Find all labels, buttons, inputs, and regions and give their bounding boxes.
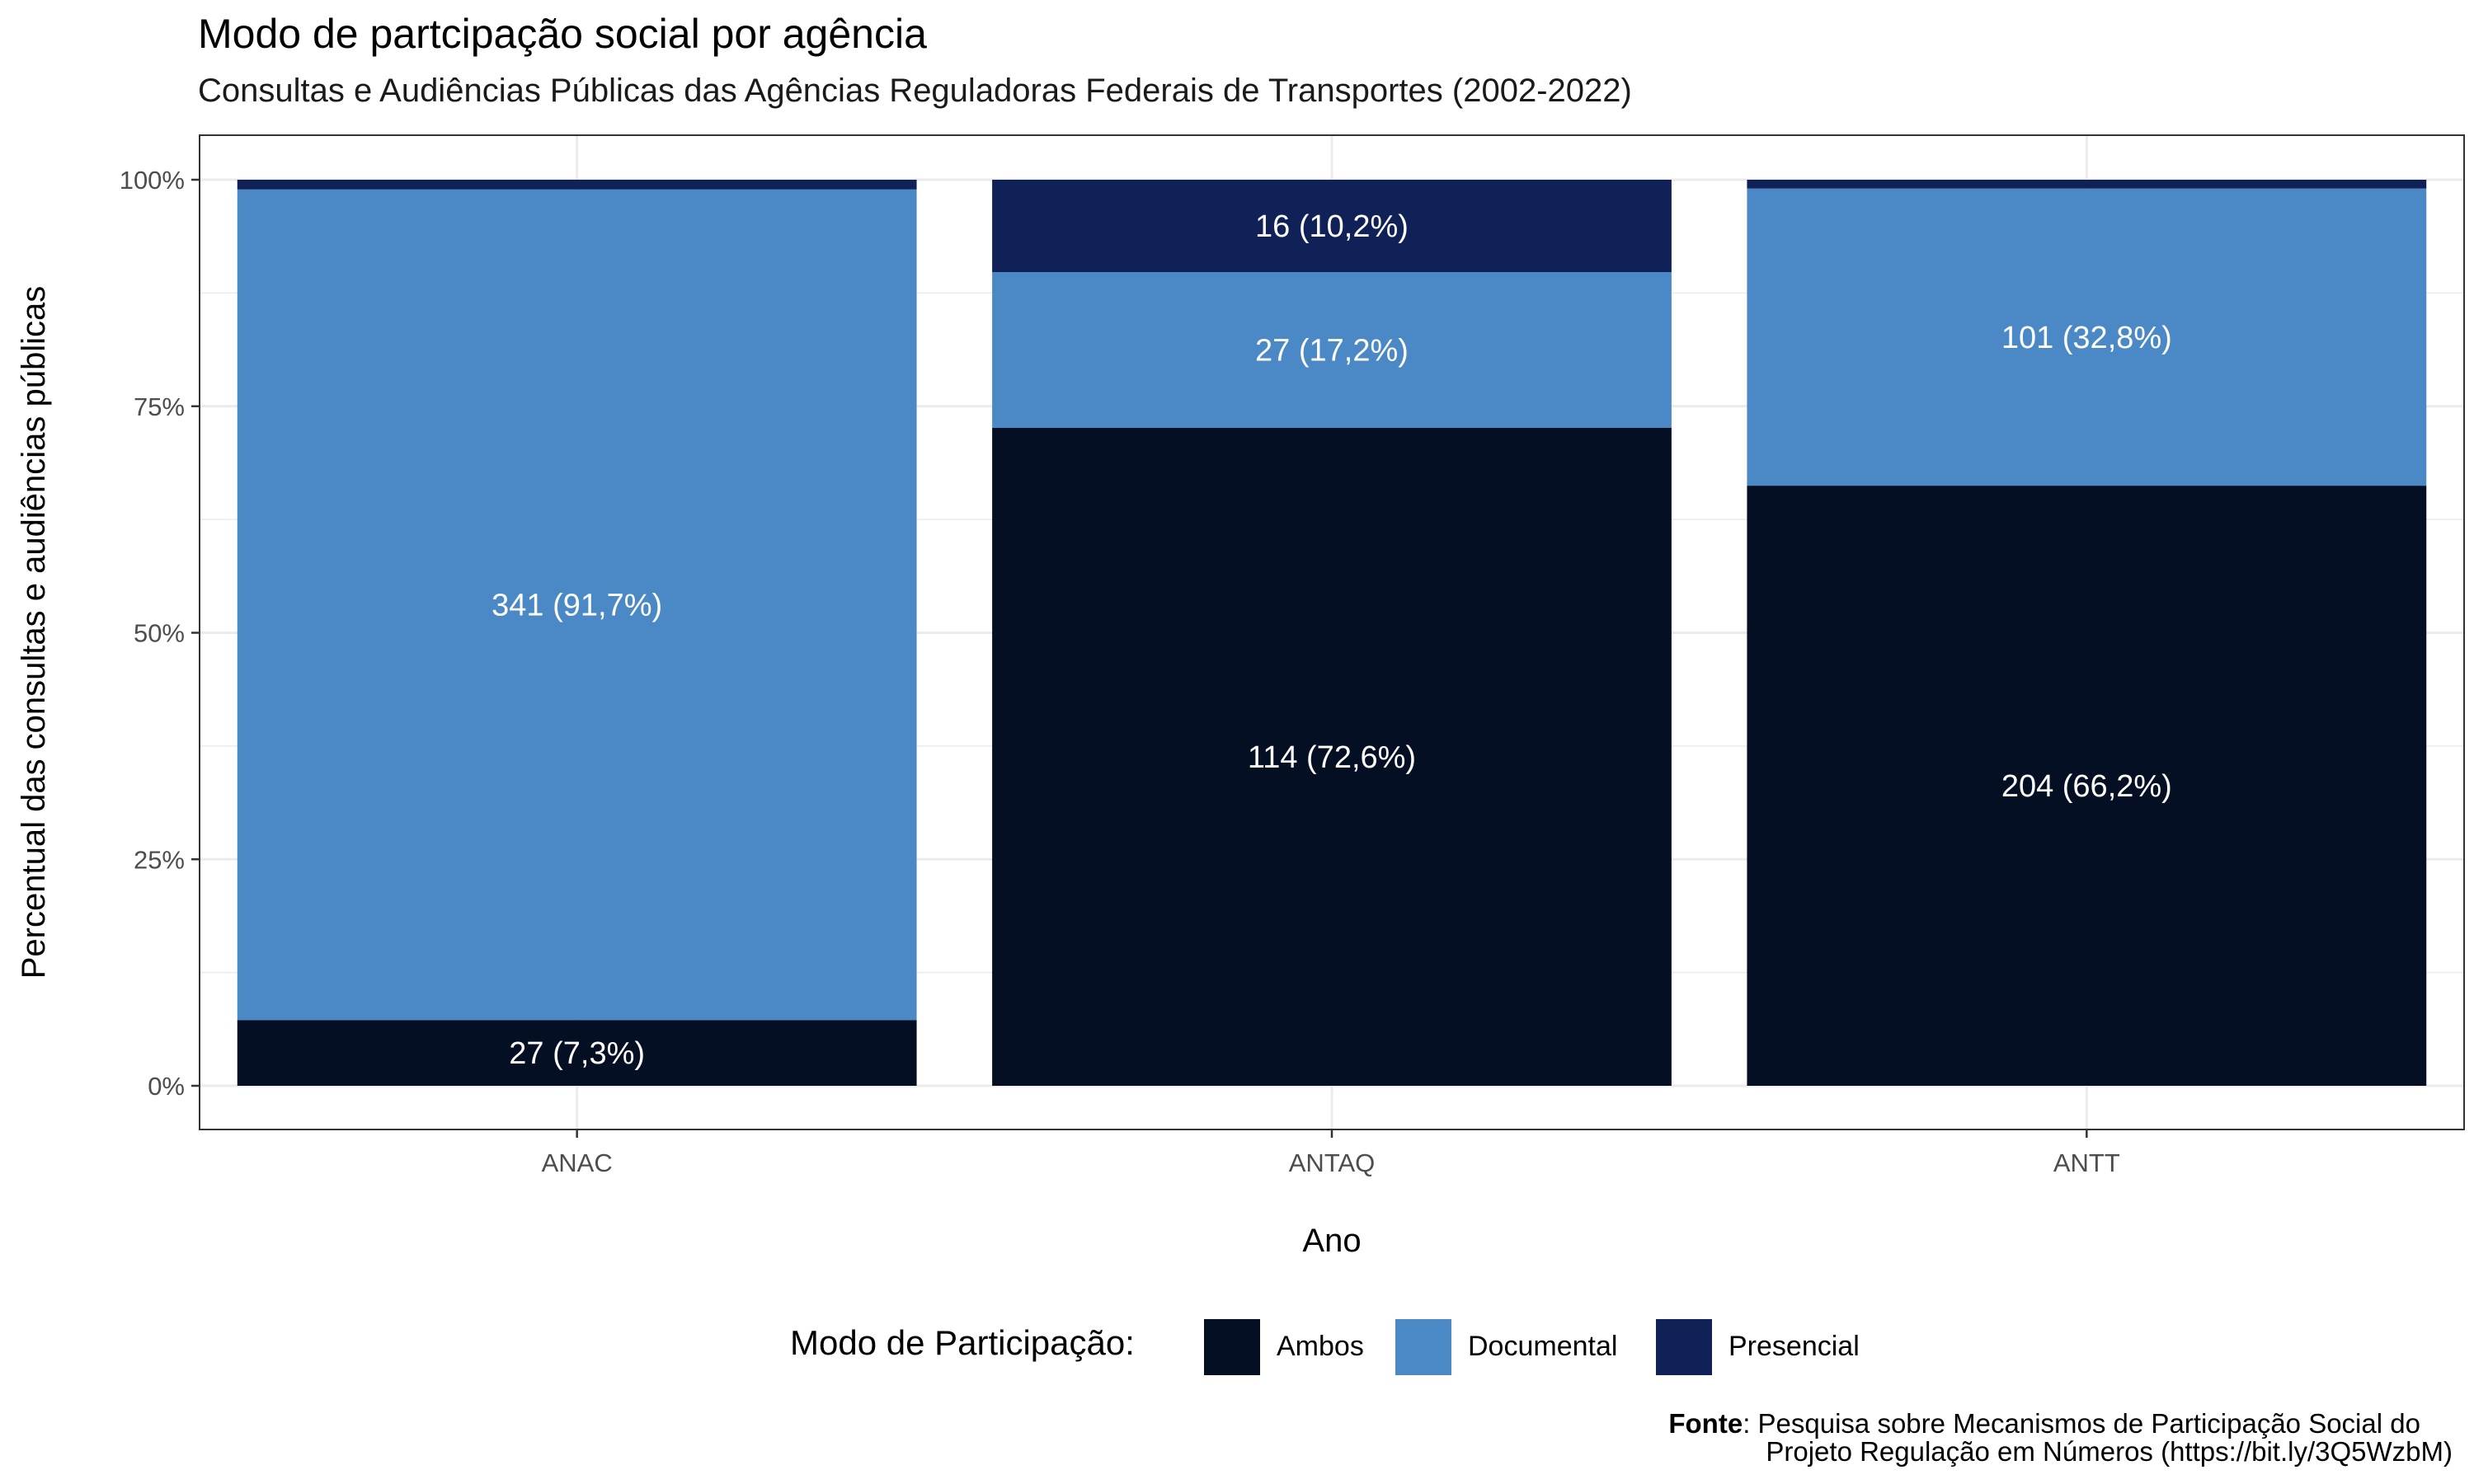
y-tick-label: 50% (134, 619, 185, 648)
legend-label-ambos: Ambos (1277, 1331, 1364, 1362)
x-tick-label: ANTT (2053, 1148, 2120, 1177)
bar-label: 341 (91,7%) (492, 589, 662, 623)
y-axis-title: Percentual das consultas e audiências pú… (16, 286, 52, 979)
bar-antaq-documental (992, 272, 1672, 428)
caption: Fonte: Pesquisa sobre Mecanismos de Part… (1668, 1410, 2453, 1466)
x-axis-title: Ano (1302, 1223, 1361, 1259)
bar-label: 101 (32,8%) (2001, 321, 2172, 355)
bar-label: 204 (66,2%) (2001, 769, 2172, 804)
bar-antaq-presencial (992, 180, 1672, 272)
bar-label: 16 (10,2%) (1255, 209, 1409, 244)
bar-anac-ambos (237, 1020, 917, 1086)
legend-swatch-ambos (1204, 1319, 1260, 1375)
bar-antt-ambos (1747, 486, 2427, 1086)
x-tick-label: ANTAQ (1289, 1148, 1376, 1177)
bar-label: 114 (72,6%) (1248, 740, 1416, 775)
chart-title: Modo de partcipação social por agência (198, 11, 927, 57)
y-tick-label: 25% (134, 845, 185, 874)
y-tick-label: 100% (120, 166, 185, 195)
legend-label-presencial: Presencial (1729, 1331, 1860, 1362)
bar-label: 27 (7,3%) (509, 1036, 645, 1071)
legend-swatch-documental (1395, 1319, 1451, 1375)
caption-line2: Projeto Regulação em Números (https://bi… (1766, 1436, 2453, 1467)
legend-swatch-presencial (1656, 1319, 1712, 1375)
legend-title: Modo de Participação: (790, 1323, 1135, 1362)
y-tick-label: 0% (148, 1072, 185, 1101)
y-tick-label: 75% (134, 392, 185, 421)
legend-label-documental: Documental (1468, 1331, 1618, 1362)
bar-antaq-ambos (992, 428, 1672, 1086)
bar-label: 27 (17,2%) (1255, 334, 1409, 369)
plot-border (199, 134, 2465, 1130)
caption-line1: : Pesquisa sobre Mecanismos de Participa… (1743, 1408, 2420, 1439)
caption-bold: Fonte (1668, 1408, 1743, 1439)
bar-anac-presencial (237, 180, 917, 190)
bar-antt-documental (1747, 188, 2427, 486)
bar-anac-documental (237, 189, 917, 1021)
chart-subtitle: Consultas e Audiências Públicas das Agên… (198, 73, 1632, 109)
x-tick-label: ANAC (542, 1148, 613, 1177)
bar-antt-presencial (1747, 180, 2427, 189)
